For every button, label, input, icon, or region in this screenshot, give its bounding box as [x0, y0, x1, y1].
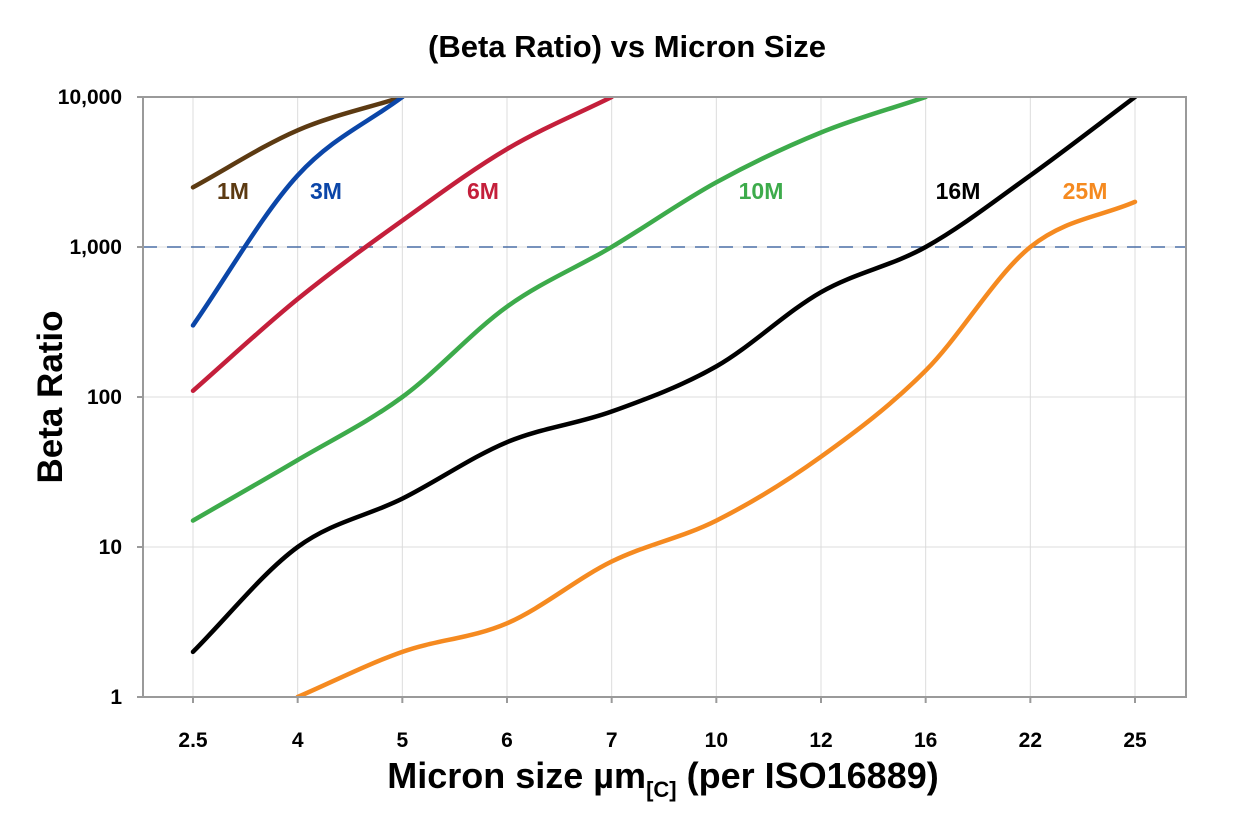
y-tick-label: 10	[99, 536, 122, 559]
series-line-10M	[190, 97, 928, 523]
series-line-1M	[190, 97, 405, 190]
series-line-25M	[295, 199, 1138, 697]
series-label-6M: 6M	[467, 178, 499, 204]
x-axis-label-main: Micron size µm	[387, 755, 646, 796]
x-tick-label: 10	[705, 729, 728, 752]
y-tick-label: 10,000	[58, 86, 122, 109]
x-tick-label: 16	[914, 729, 937, 752]
x-tick-label: 12	[809, 729, 832, 752]
x-tick-label: 5	[396, 729, 408, 752]
y-tick-label: 1	[110, 686, 122, 709]
series-labels: 1M 3M 6M 10M 16M 25M	[217, 178, 1107, 204]
x-tick-label: 22	[1019, 729, 1042, 752]
grid	[143, 96, 1186, 698]
series-label-16M: 16M	[936, 178, 981, 204]
series-lines	[190, 97, 1138, 697]
series-label-3M: 3M	[310, 178, 342, 204]
series-line-16M	[190, 97, 1138, 655]
series-label-10M: 10M	[739, 178, 784, 204]
x-tick-label: 7	[606, 729, 618, 752]
series-line-6M	[190, 97, 614, 394]
series-line-3M	[190, 97, 405, 328]
series-label-1M: 1M	[217, 178, 249, 204]
x-tick-label: 25	[1123, 729, 1147, 752]
y-axis-ticks: 1 10 100 1,000 10,000	[58, 86, 143, 709]
x-axis-label-suffix: (per ISO16889)	[677, 755, 939, 796]
x-axis-label: Micron size µm[C] (per ISO16889)	[387, 755, 938, 802]
y-tick-label: 100	[87, 386, 122, 409]
y-axis-label: Beta Ratio	[31, 310, 70, 483]
series-label-25M: 25M	[1063, 178, 1108, 204]
y-tick-label: 1,000	[69, 236, 122, 259]
x-tick-label: 4	[292, 729, 304, 752]
chart-title: (Beta Ratio) vs Micron Size	[428, 29, 826, 64]
x-axis-label-subscript: [C]	[646, 777, 677, 802]
x-axis-ticks: 2.5 4 5 6 7 10 12 16 22 25	[178, 697, 1147, 752]
x-tick-label: 2.5	[178, 729, 208, 752]
x-tick-label: 6	[501, 729, 513, 752]
